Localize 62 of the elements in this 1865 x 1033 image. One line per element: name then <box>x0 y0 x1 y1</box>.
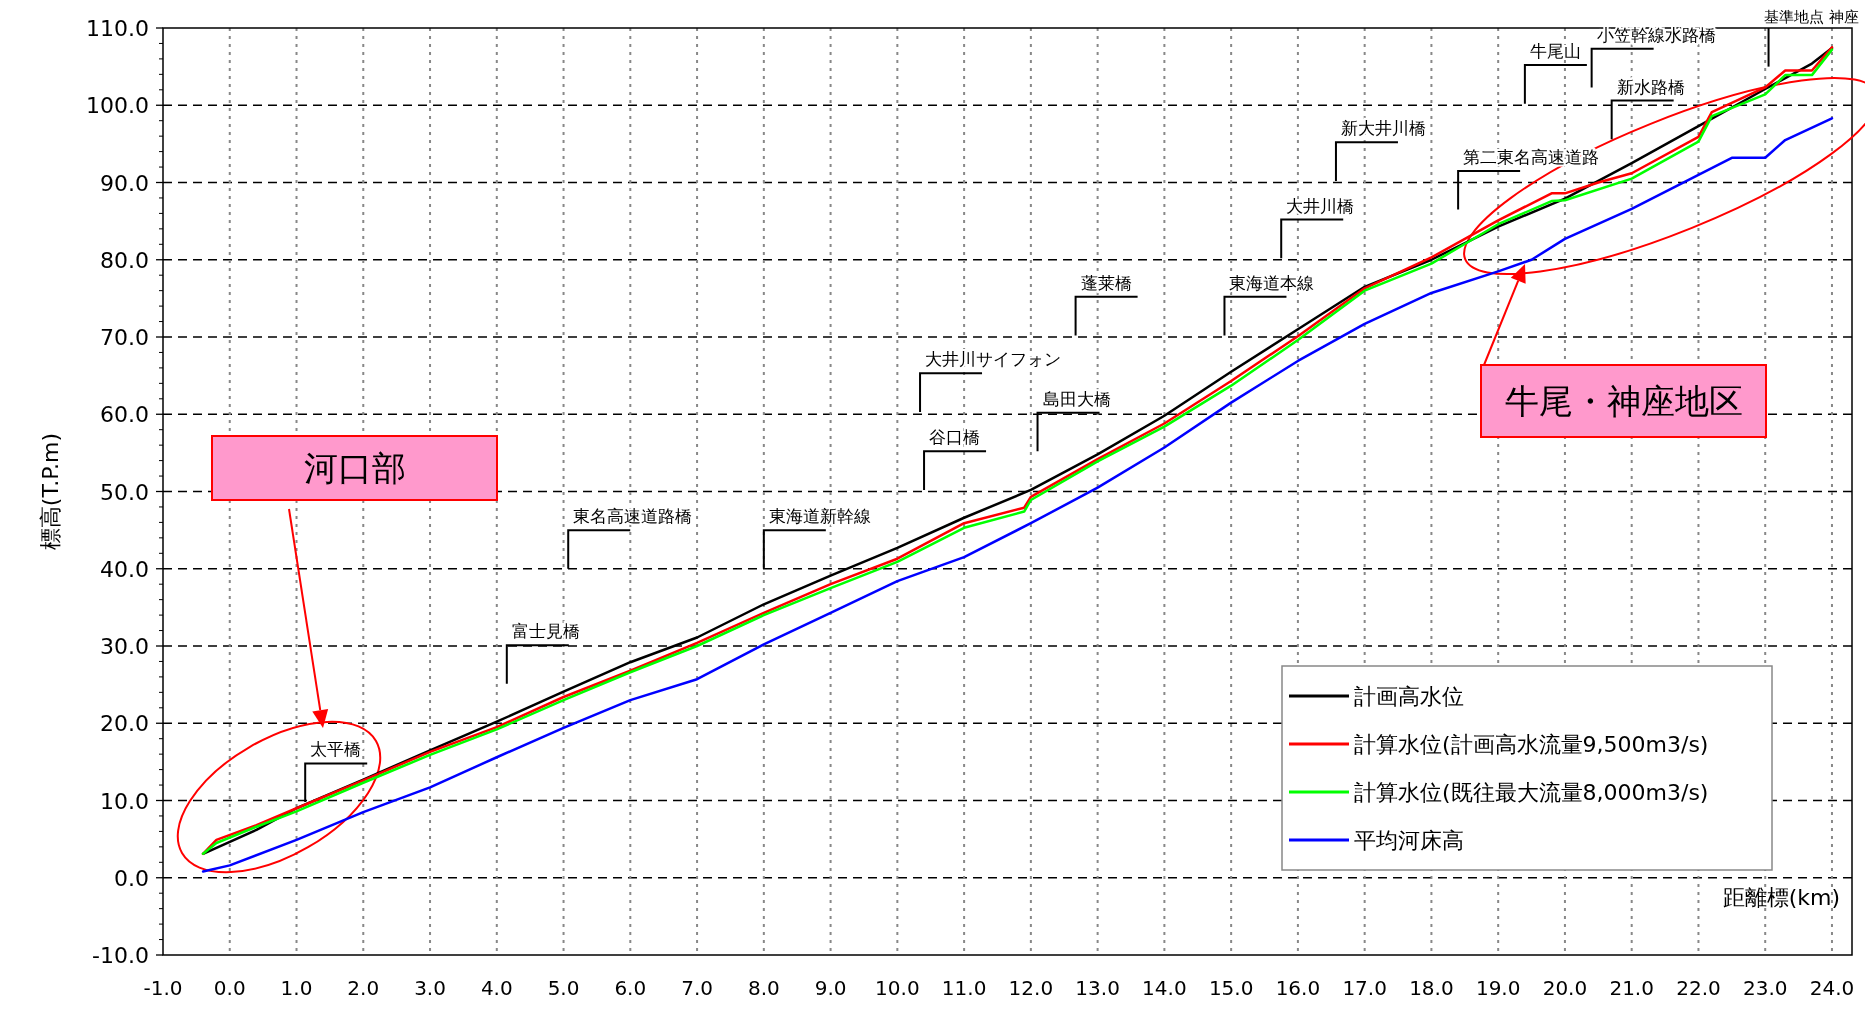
x-tick-label: 12.0 <box>1008 976 1054 1000</box>
x-tick-label: 0.0 <box>213 976 246 1000</box>
annotation: 新水路橋 <box>1616 76 1685 97</box>
annotation: 河口部 <box>303 448 406 488</box>
x-tick-label: 5.0 <box>547 976 580 1000</box>
annotation: 東海道新幹線 <box>768 506 871 527</box>
x-tick-label: 21.0 <box>1609 976 1654 1000</box>
annotation: 東海道本線 <box>1229 272 1315 293</box>
x-tick-label: 4.0 <box>480 976 513 1000</box>
x-tick-label: 2.0 <box>347 976 380 1000</box>
annotation: 新大井川橋 <box>1340 118 1426 139</box>
x-tick-label: 17.0 <box>1342 976 1387 1000</box>
x-tick-label: 13.0 <box>1075 976 1120 1000</box>
annotation: 富士見橋 <box>511 621 580 642</box>
legend-label: 計算水位(既往最大流量8,000m3/s) <box>1354 780 1709 805</box>
y-tick-label: 100.0 <box>86 93 149 119</box>
y-tick-label: 60.0 <box>100 402 149 428</box>
y-tick-label: 50.0 <box>100 479 149 505</box>
annotation: 小笠幹線水路橋 <box>1596 24 1716 45</box>
legend-label: 計画高水位 <box>1354 684 1464 709</box>
x-tick-label: 8.0 <box>747 976 780 1000</box>
y-tick-label: 30.0 <box>100 634 149 659</box>
x-tick-label: 23.0 <box>1742 976 1788 1000</box>
y-tick-label: 20.0 <box>100 711 149 737</box>
x-tick-label: 1.0 <box>280 976 313 1000</box>
annotation: 蓬莱橋 <box>1080 272 1132 293</box>
annotation: 東名高速道路橋 <box>573 506 693 527</box>
x-tick-label: 20.0 <box>1542 976 1588 1000</box>
annotation: 太平橋 <box>310 739 362 760</box>
y-tick-label: 90.0 <box>100 170 149 196</box>
y-tick-label: 10.0 <box>100 788 149 814</box>
x-tick-label: -1.0 <box>143 976 183 1000</box>
y-tick-label: 110.0 <box>86 16 149 41</box>
text: 基準地点 神座 <box>1764 8 1859 26</box>
x-axis-title: 距離標(km) <box>1722 885 1840 910</box>
annotation: 谷口橋 <box>929 427 981 448</box>
annotation: 島田大橋 <box>1042 388 1111 409</box>
x-tick-label: 18.0 <box>1409 976 1454 1000</box>
x-tick-label: 19.0 <box>1475 976 1521 1000</box>
y-tick-label: -10.0 <box>92 943 149 968</box>
x-tick-label: 10.0 <box>875 976 920 1000</box>
x-tick-label: 14.0 <box>1142 976 1187 1000</box>
legend-label: 平均河床高 <box>1354 828 1464 853</box>
x-tick-label: 6.0 <box>614 976 647 1000</box>
x-tick-label: 3.0 <box>414 976 446 1000</box>
x-tick-label: 11.0 <box>941 976 987 1000</box>
y-tick-label: 0.0 <box>114 865 149 891</box>
x-tick-label: 24.0 <box>1809 976 1855 1000</box>
annotation: 牛尾山 <box>1529 41 1581 62</box>
annotation: 大井川橋 <box>1286 195 1355 216</box>
legend-label: 計算水位(計画高水流量9,500m3/s) <box>1354 732 1709 757</box>
y-tick-label: 70.0 <box>100 325 149 350</box>
annotation: 牛尾・神座地区 <box>1504 381 1743 421</box>
x-tick-label: 22.0 <box>1676 976 1721 1000</box>
x-tick-label: 15.0 <box>1208 976 1254 1000</box>
x-tick-label: 16.0 <box>1275 976 1321 1000</box>
y-tick-label: 40.0 <box>100 556 149 582</box>
x-tick-label: 9.0 <box>814 976 847 1000</box>
y-axis-title: 標高(T.P.m) <box>38 432 63 551</box>
annotation: 大井川サイフォン <box>925 349 1062 370</box>
y-tick-label: 80.0 <box>100 247 149 273</box>
x-tick-label: 7.0 <box>681 976 713 1000</box>
